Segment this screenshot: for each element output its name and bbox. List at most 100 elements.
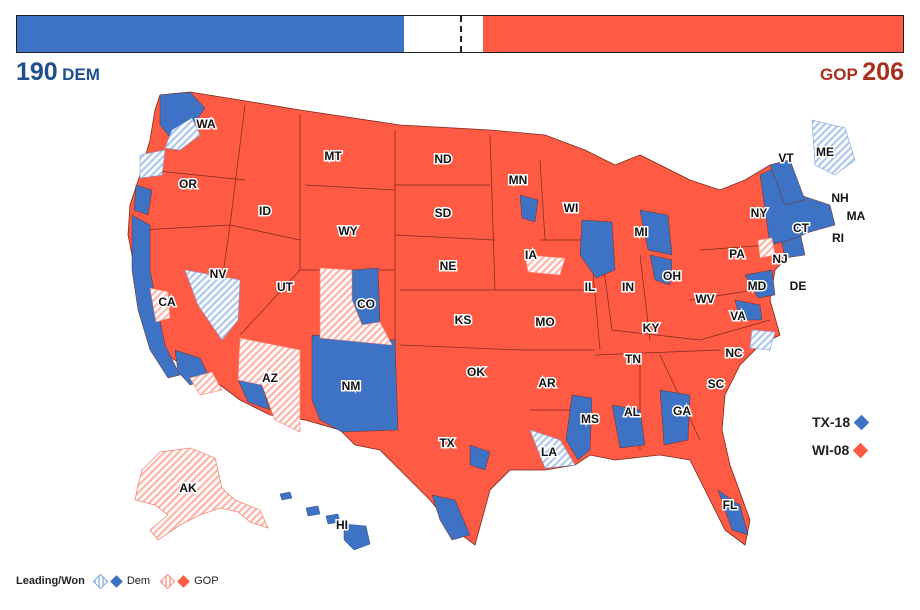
- ca-coast-dem: [131, 214, 181, 379]
- state-label-me: ME: [816, 145, 834, 159]
- state-label-ut: UT: [277, 280, 294, 294]
- majority-line: [460, 16, 462, 52]
- az-gop-leading: [237, 337, 301, 433]
- seat-tally-bar: [16, 15, 904, 53]
- state-label-in: IN: [622, 280, 634, 294]
- state-label-de: DE: [790, 279, 807, 293]
- state-label-id: ID: [259, 204, 271, 218]
- dem-won-swatch-icon: [109, 574, 123, 588]
- state-label-mi: MI: [634, 225, 647, 239]
- state-label-mn: MN: [509, 173, 528, 187]
- callout-tx-18-label: TX-18: [812, 414, 851, 430]
- state-label-or: OR: [179, 177, 197, 191]
- dem-label: DEM: [62, 65, 100, 84]
- state-label-ms: MS: [581, 412, 599, 426]
- state-label-al: AL: [624, 405, 640, 419]
- fl-dem: [717, 489, 749, 536]
- gop-leading-swatch-icon: [159, 573, 176, 589]
- state-label-la: LA: [541, 445, 557, 459]
- state-label-md: MD: [748, 279, 767, 293]
- me-dem-leading: [811, 119, 856, 176]
- dem-diamond-icon: [853, 414, 870, 430]
- state-label-ak: AK: [179, 481, 197, 495]
- mi-dem: [639, 209, 673, 256]
- state-label-mt: MT: [324, 149, 342, 163]
- ca-south-gop-leading: [189, 371, 223, 396]
- state-label-ia: IA: [525, 248, 537, 262]
- state-label-co: CO: [357, 297, 375, 311]
- ms-delta-dem: [565, 394, 593, 461]
- nm-dem: [311, 334, 399, 433]
- dem-leading-swatch-icon: [92, 573, 109, 589]
- state-label-ok: OK: [467, 365, 485, 379]
- state-label-nj: NJ: [772, 252, 787, 266]
- state-label-fl: FL: [723, 498, 738, 512]
- callout-wi-08[interactable]: WI-08: [812, 442, 869, 458]
- state-label-nh: NH: [831, 191, 848, 205]
- ca-north-dem: [133, 184, 153, 216]
- gop-seat-count: GOP 206: [820, 58, 904, 87]
- ia-gop-leading: [524, 254, 566, 276]
- state-label-ri: RI: [832, 231, 844, 245]
- dem-seats-fill: [17, 16, 404, 52]
- md-dem: [744, 269, 776, 299]
- tx-houston-dem: [469, 444, 491, 471]
- wa-dem-leading: [164, 117, 201, 151]
- gop-label: GOP: [820, 65, 858, 84]
- state-label-wi: WI: [564, 201, 579, 215]
- state-label-ar: AR: [538, 376, 556, 390]
- tx-south-dem: [431, 494, 471, 541]
- gop-leading-districts: [149, 237, 776, 433]
- state-label-va: VA: [730, 309, 746, 323]
- state-label-sd: SD: [435, 206, 452, 220]
- legend-dem-label: Dem: [126, 575, 151, 587]
- state-label-ky: KY: [643, 321, 660, 335]
- legend-gop-label: GOP: [194, 575, 219, 587]
- state-label-tx: TX: [439, 436, 454, 450]
- state-label-il: IL: [585, 280, 596, 294]
- gop-count: 206: [862, 58, 904, 86]
- state-label-ct: CT: [793, 221, 810, 235]
- pa-gop-leading: [757, 237, 776, 259]
- callout-tx-18[interactable]: TX-18: [812, 414, 870, 430]
- state-label-ks: KS: [455, 313, 472, 327]
- state-label-nc: NC: [725, 346, 743, 360]
- state-label-hi: HI: [336, 518, 348, 532]
- state-label-pa: PA: [729, 247, 745, 261]
- state-label-tn: TN: [625, 352, 641, 366]
- state-label-sc: SC: [708, 377, 725, 391]
- state-label-ca: CA: [158, 295, 176, 309]
- vt-nh-dem: [769, 159, 806, 206]
- state-label-wy: WY: [338, 224, 357, 238]
- va-dem: [734, 299, 763, 321]
- hawaii-dem: [279, 491, 371, 551]
- map-legend: Leading/Won Dem GOP: [16, 573, 219, 589]
- ca-gop-leading: [149, 287, 171, 323]
- state-label-wa: WA: [196, 117, 216, 131]
- oh-dem: [649, 254, 673, 286]
- state-label-wv: WV: [695, 292, 714, 306]
- co-gop-leading: [319, 267, 393, 346]
- nc-dem-leading: [749, 329, 776, 351]
- la-dem-leading: [529, 429, 576, 469]
- legend-title: Leading/Won: [16, 575, 85, 587]
- ga-dem: [659, 389, 691, 446]
- or-dem-leading: [139, 149, 166, 179]
- state-label-ma: MA: [847, 209, 866, 223]
- alaska-gop-leading: [134, 447, 269, 541]
- gop-seats-fill: [483, 16, 903, 52]
- dem-leading-districts: [139, 117, 856, 469]
- gop-won-swatch-icon: [177, 574, 190, 588]
- mainland-us: [127, 91, 856, 546]
- state-label-ne: NE: [440, 259, 457, 273]
- state-label-nd: ND: [434, 152, 452, 166]
- gop-diamond-icon: [853, 442, 869, 458]
- nv-dem-leading: [184, 269, 241, 341]
- state-label-nv: NV: [210, 267, 227, 281]
- state-label-az: AZ: [262, 371, 278, 385]
- mn-dem: [519, 194, 539, 223]
- state-label-oh: OH: [663, 269, 681, 283]
- dem-count: 190: [16, 58, 58, 86]
- al-dem: [611, 404, 646, 449]
